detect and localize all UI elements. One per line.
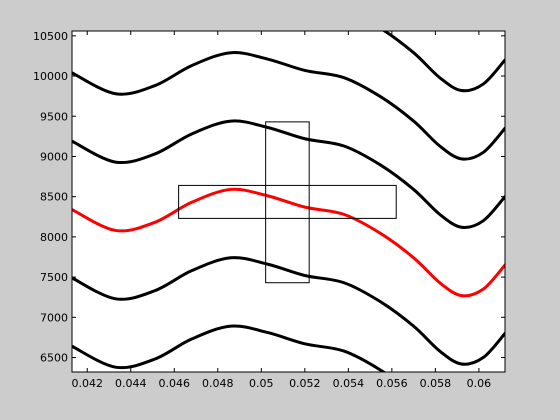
y-axis: 6500 7000 7500 8000 8500 9000 9500 10000 10500 bbox=[33, 30, 505, 365]
series-lines bbox=[72, 31, 505, 372]
series-line-6 bbox=[381, 31, 505, 93]
x-tick-label: 0.05 bbox=[249, 377, 274, 390]
plot-frame bbox=[71, 30, 506, 373]
x-tick-label: 0.06 bbox=[467, 377, 492, 390]
y-tick-label: 9500 bbox=[40, 110, 68, 123]
y-tick-label: 9000 bbox=[40, 150, 68, 163]
series-line-4 bbox=[72, 119, 505, 229]
y-tick-label: 10500 bbox=[33, 30, 68, 43]
y-tick-label: 8000 bbox=[40, 231, 68, 244]
series-line-1 bbox=[72, 324, 387, 372]
y-tick-label: 7500 bbox=[40, 271, 68, 284]
x-tick-label: 0.044 bbox=[115, 377, 147, 390]
horizontal-rect bbox=[178, 184, 397, 219]
y-tick-label: 10000 bbox=[33, 70, 68, 83]
x-tick-label: 0.048 bbox=[202, 377, 234, 390]
series-line-2 bbox=[72, 256, 505, 366]
series-line-3 bbox=[72, 187, 505, 298]
x-tick-label: 0.042 bbox=[71, 377, 103, 390]
x-tick-label: 0.058 bbox=[420, 377, 452, 390]
y-tick-label: 7000 bbox=[40, 311, 68, 324]
y-tick-label: 6500 bbox=[40, 352, 68, 365]
vertical-rect bbox=[265, 121, 310, 284]
x-tick-label: 0.052 bbox=[289, 377, 321, 390]
x-tick-label: 0.046 bbox=[159, 377, 191, 390]
series-line-5 bbox=[72, 51, 505, 161]
highlight-rectangles bbox=[178, 121, 397, 284]
x-tick-label: 0.056 bbox=[376, 377, 408, 390]
x-tick-label: 0.054 bbox=[333, 377, 365, 390]
x-axis: 0.042 0.044 0.046 0.048 0.05 0.052 0.054 0.056 0… bbox=[71, 31, 491, 390]
y-tick-label: 8500 bbox=[40, 191, 68, 204]
